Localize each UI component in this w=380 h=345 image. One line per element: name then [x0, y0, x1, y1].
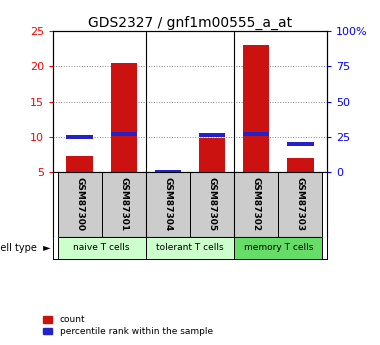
Bar — [111, 132, 137, 136]
Bar — [155, 170, 181, 174]
Text: GSM87304: GSM87304 — [163, 177, 173, 231]
Bar — [146, 237, 234, 259]
Bar — [234, 237, 322, 259]
Bar — [66, 156, 93, 172]
Bar — [234, 172, 278, 237]
Bar — [199, 134, 225, 137]
Text: cell type  ►: cell type ► — [0, 243, 51, 253]
Legend: count, percentile rank within the sample: count, percentile rank within the sample — [43, 315, 214, 337]
Bar — [102, 172, 146, 237]
Text: GSM87302: GSM87302 — [252, 177, 261, 231]
Text: naive T cells: naive T cells — [73, 243, 130, 252]
Bar — [278, 172, 322, 237]
Title: GDS2327 / gnf1m00555_a_at: GDS2327 / gnf1m00555_a_at — [88, 16, 292, 30]
Text: GSM87301: GSM87301 — [119, 177, 128, 231]
Bar — [190, 172, 234, 237]
Bar — [58, 237, 146, 259]
Text: tolerant T cells: tolerant T cells — [156, 243, 224, 252]
Bar — [287, 158, 313, 172]
Bar — [199, 138, 225, 172]
Bar — [146, 172, 190, 237]
Text: GSM87305: GSM87305 — [207, 177, 217, 231]
Bar — [58, 172, 102, 237]
Text: memory T cells: memory T cells — [244, 243, 313, 252]
Text: GSM87300: GSM87300 — [75, 177, 84, 231]
Bar — [287, 142, 313, 146]
Bar — [111, 63, 137, 172]
Bar — [66, 135, 93, 139]
Text: GSM87303: GSM87303 — [296, 177, 305, 231]
Bar — [243, 132, 269, 136]
Bar — [243, 45, 269, 172]
